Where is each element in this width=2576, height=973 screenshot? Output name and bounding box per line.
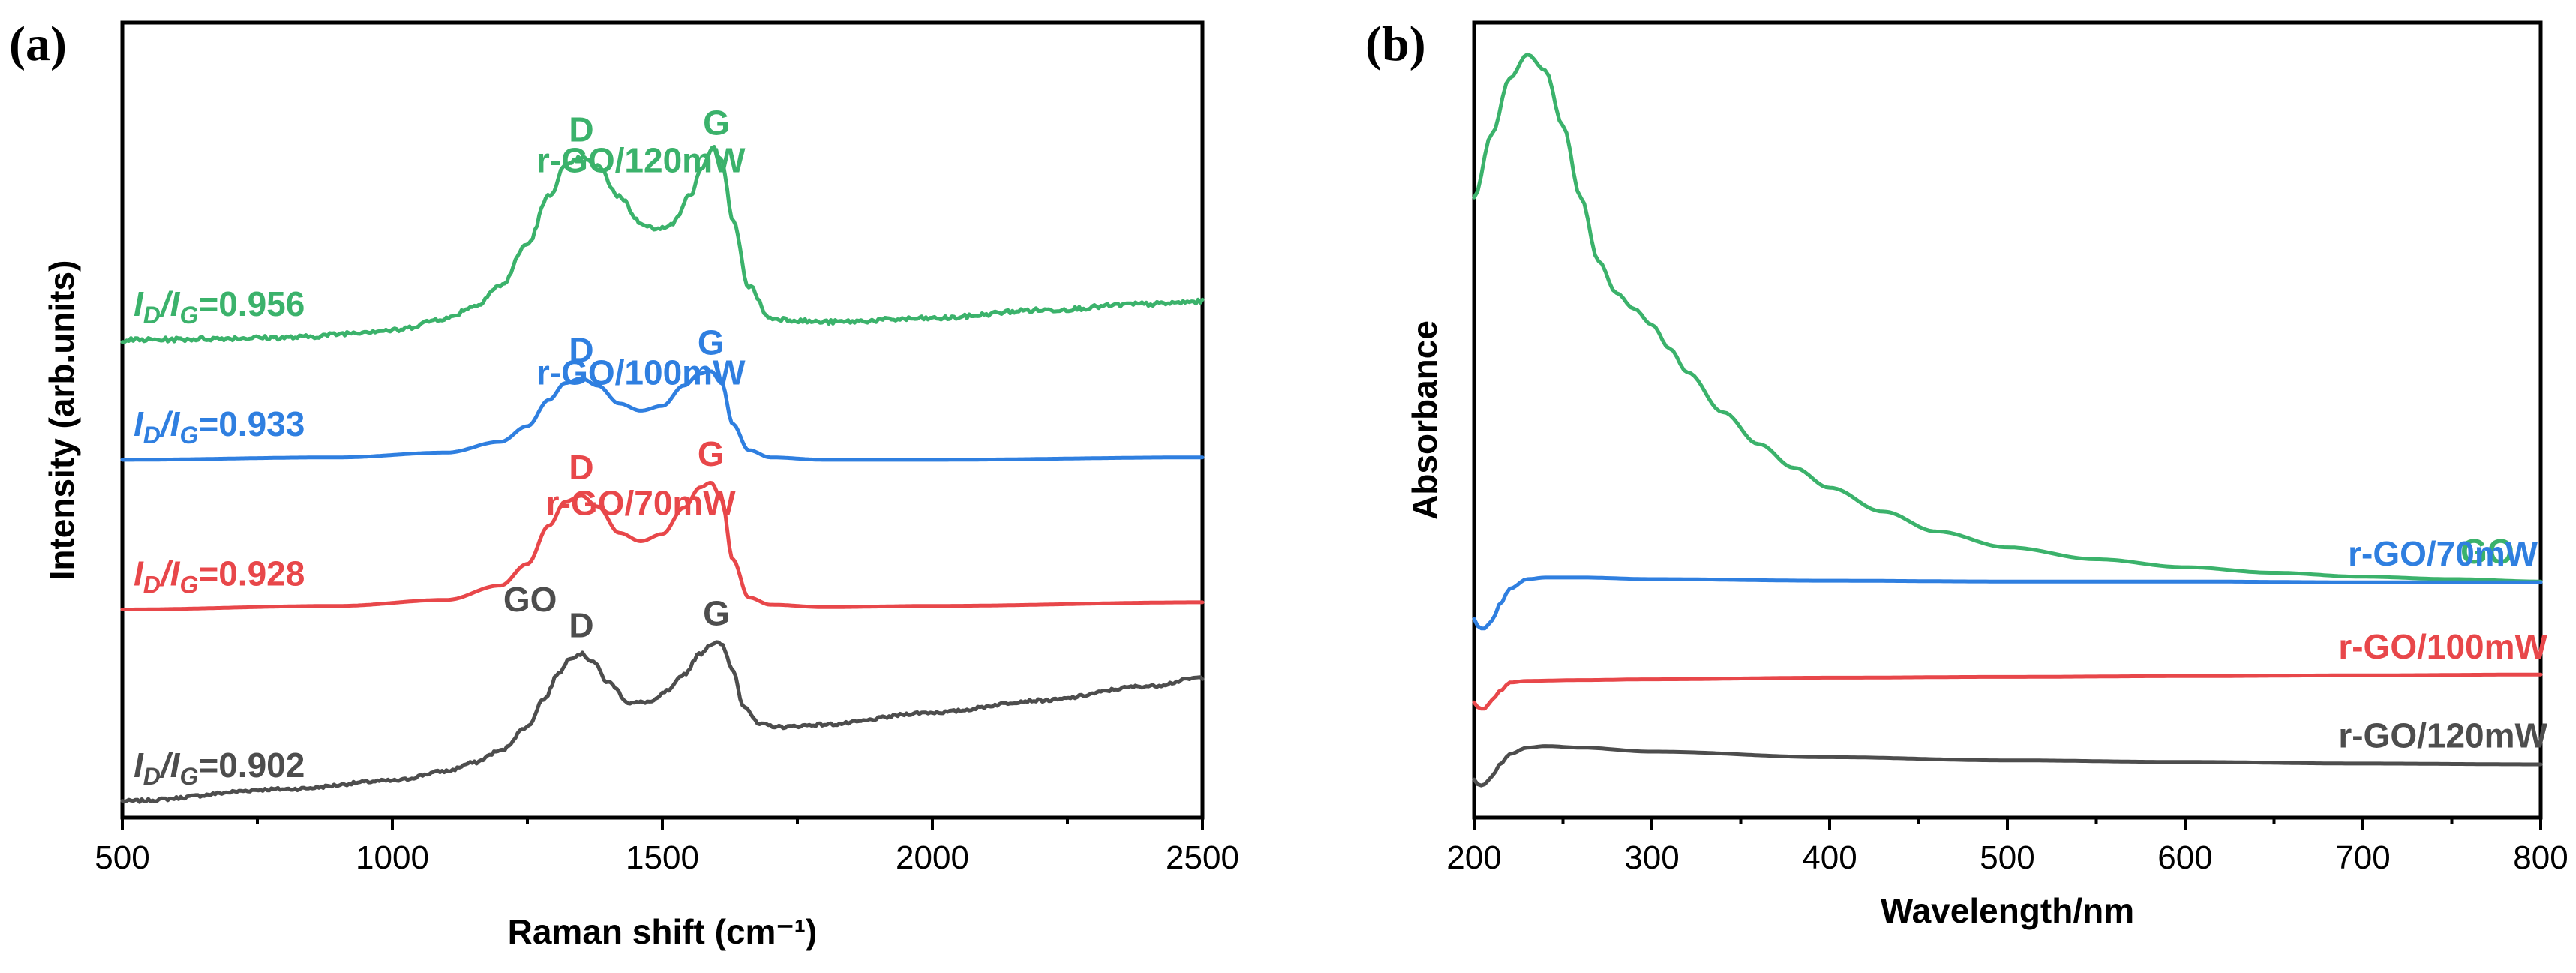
- raman-peak-label-d-r-go-100mw: D: [569, 330, 593, 369]
- uv-vis-series-go: [1472, 52, 2543, 584]
- raman-ratio-label-r-go-100mw: ID/IG=0.933: [134, 404, 305, 449]
- uv-vis-series-r-go-100mw: [1472, 672, 2543, 711]
- uv-vis-x-axis-title: Wavelength/nm: [1881, 891, 2134, 930]
- raman-peak-label-d-r-go-120mw: D: [569, 110, 593, 149]
- uv-vis-y-axis-title: Absorbance: [1405, 320, 1444, 520]
- raman-panel: (a) 500 1000 1500 2000 2500 Raman shift (cm⁻…: [9, 17, 1239, 951]
- uv-vis-x-tick-label-200: 200: [1446, 839, 1501, 876]
- raman-annotations: D G GO ID/IG=0.902 D Gr-GO/70mW ID/IG=0.928 D Gr…: [134, 104, 746, 790]
- uv-vis-x-tick-label-800: 800: [2513, 839, 2568, 876]
- raman-x-ticks: 500 1000 1500 2000 2500: [95, 818, 1239, 876]
- uv-vis-series-label-r-go-100mw: r-GO/100mW: [2338, 627, 2547, 666]
- raman-x-tick-label-1500: 1500: [626, 839, 699, 876]
- uv-vis-x-tick-label-700: 700: [2335, 839, 2390, 876]
- raman-x-tick-label-500: 500: [95, 839, 149, 876]
- uv-vis-series-label-r-go-70mw: r-GO/70mW: [2348, 534, 2538, 573]
- raman-ratio-label-go: ID/IG=0.902: [134, 746, 305, 790]
- raman-series-label-r-go-100mw: r-GO/100mW: [536, 353, 746, 392]
- raman-series-r-go-70mw: [120, 480, 1205, 611]
- uv-vis-x-tick-label-600: 600: [2157, 839, 2212, 876]
- uv-vis-x-ticks: 200 300 400 500 600 700 800: [1446, 818, 2568, 876]
- raman-x-tick-label-2500: 2500: [1166, 839, 1239, 876]
- raman-peak-label-g-r-go-120mw: G: [703, 104, 730, 143]
- uv-vis-series-r-go-120mw: [1472, 744, 2543, 788]
- raman-x-tick-label-1000: 1000: [356, 839, 429, 876]
- raman-series-go: [120, 640, 1205, 804]
- raman-series-r-go-100mw: [120, 369, 1205, 462]
- uv-vis-series-r-go-70mw: [1472, 575, 2543, 631]
- raman-x-axis-title: Raman shift (cm⁻¹): [508, 912, 818, 951]
- uv-vis-panel: (b) 200 300 400 500 600 700 800 Wavelength/nm …: [1365, 17, 2568, 930]
- panel-label-a: (a): [9, 17, 67, 71]
- raman-x-tick-label-2000: 2000: [896, 839, 969, 876]
- uv-vis-plot-frame: [1472, 20, 2543, 820]
- raman-ratio-label-r-go-120mw: ID/IG=0.956: [134, 284, 305, 329]
- raman-y-axis-title: Intensity (arb.units): [42, 260, 81, 581]
- uv-vis-x-tick-label-500: 500: [1980, 839, 2034, 876]
- raman-series-label-r-go-70mw: r-GO/70mW: [546, 483, 737, 522]
- panel-label-b: (b): [1365, 17, 1426, 71]
- raman-series-label-r-go-120mw: r-GO/120mW: [536, 141, 746, 180]
- raman-peak-label-g-r-go-70mw: G: [698, 434, 725, 473]
- uv-vis-x-tick-label-400: 400: [1802, 839, 1857, 876]
- raman-series-label-go: GO: [503, 580, 557, 619]
- raman-curves: [120, 145, 1205, 804]
- uv-vis-x-tick-label-300: 300: [1624, 839, 1679, 876]
- uv-vis-series-label-go: GO: [2460, 532, 2514, 571]
- raman-ratio-label-r-go-70mw: ID/IG=0.928: [134, 554, 305, 598]
- uv-vis-curves: [1472, 52, 2543, 788]
- raman-peak-label-d-go: D: [569, 606, 593, 645]
- raman-peak-label-g-go: G: [703, 594, 730, 633]
- uv-vis-annotations: GOr-GO/70mW r-GO/100mW r-GO/120mW: [2338, 532, 2547, 755]
- raman-peak-label-d-r-go-70mw: D: [569, 448, 593, 487]
- raman-series-r-go-120mw: [120, 145, 1205, 344]
- uv-vis-series-label-r-go-120mw: r-GO/120mW: [2338, 716, 2547, 755]
- raman-peak-label-g-r-go-100mw: G: [698, 323, 725, 362]
